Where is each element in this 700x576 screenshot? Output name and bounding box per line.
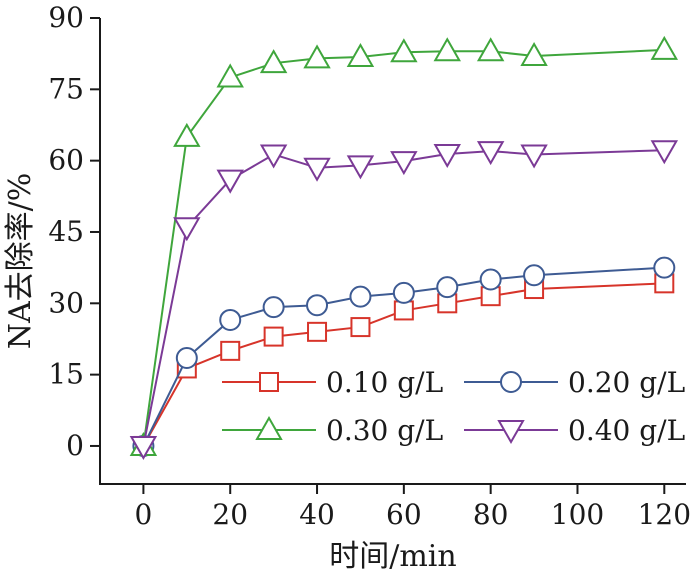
data-point xyxy=(650,35,679,60)
axes: 0 15 30 45 60 75 90 0 20 40 60 80 100 120 xyxy=(48,1,691,531)
data-point xyxy=(173,122,201,147)
data-point xyxy=(307,321,328,342)
legend-item: 0.30 g/L xyxy=(222,414,443,447)
legend-label: 0.20 g/L xyxy=(568,366,685,399)
data-point xyxy=(303,157,331,182)
data-point xyxy=(350,317,371,338)
x-tick-label: 80 xyxy=(473,498,509,531)
legend-label: 0.30 g/L xyxy=(326,414,443,447)
data-point xyxy=(216,169,244,194)
legend: 0.10 g/L 0.20 g/L 0.30 g/L 0.40 g/L xyxy=(222,366,685,447)
y-tick-label: 90 xyxy=(48,1,84,34)
legend-item: 0.10 g/L xyxy=(222,366,443,399)
data-point xyxy=(262,296,285,319)
data-point xyxy=(479,268,502,291)
y-tick-label: 75 xyxy=(48,72,84,105)
series-group xyxy=(129,35,679,460)
data-point xyxy=(392,281,415,304)
x-tick-label: 60 xyxy=(386,498,422,531)
x-tick-label: 40 xyxy=(299,498,335,531)
data-point xyxy=(520,144,548,169)
data-point xyxy=(653,256,676,279)
data-point xyxy=(263,326,284,347)
x-axis-label: 时间/min xyxy=(329,539,456,574)
y-axis-label: NA去除率/% xyxy=(3,173,38,350)
data-point xyxy=(390,38,418,63)
data-point xyxy=(175,346,198,369)
x-tick-label: 0 xyxy=(134,498,152,531)
data-point xyxy=(306,294,329,317)
legend-item: 0.20 g/L xyxy=(464,366,685,399)
legend-label: 0.40 g/L xyxy=(568,414,685,447)
series-4 xyxy=(129,140,679,460)
data-point xyxy=(433,143,461,169)
x-tick-label: 120 xyxy=(638,498,691,531)
legend-item: 0.40 g/L xyxy=(464,414,685,447)
data-point xyxy=(220,340,241,361)
data-point xyxy=(219,308,242,331)
data-point xyxy=(476,141,505,166)
data-point xyxy=(303,44,331,69)
y-tick-label: 15 xyxy=(48,358,84,391)
data-point xyxy=(173,217,201,242)
data-point xyxy=(259,49,288,74)
data-point xyxy=(216,63,244,88)
y-tick-label: 30 xyxy=(48,286,84,319)
data-point xyxy=(523,264,546,287)
data-point xyxy=(476,37,505,62)
x-tick-label: 20 xyxy=(212,498,248,531)
legend-marker xyxy=(497,420,525,445)
y-tick-label: 60 xyxy=(48,144,84,177)
legend-marker xyxy=(500,371,522,393)
series-2 xyxy=(132,256,676,457)
data-point xyxy=(433,37,461,62)
legend-label: 0.10 g/L xyxy=(326,366,443,399)
data-point xyxy=(436,276,459,299)
data-point xyxy=(259,144,288,169)
data-point xyxy=(650,140,679,165)
data-point xyxy=(346,42,375,67)
data-point xyxy=(346,155,375,180)
y-tick-label: 45 xyxy=(48,215,84,248)
data-point xyxy=(129,435,158,460)
legend-marker xyxy=(255,415,283,440)
x-tick-label: 100 xyxy=(551,498,604,531)
data-point xyxy=(520,42,548,67)
legend-marker xyxy=(259,372,279,392)
data-point xyxy=(393,300,414,321)
data-point xyxy=(349,285,372,308)
y-tick-label: 0 xyxy=(66,429,84,462)
data-point xyxy=(390,151,418,176)
